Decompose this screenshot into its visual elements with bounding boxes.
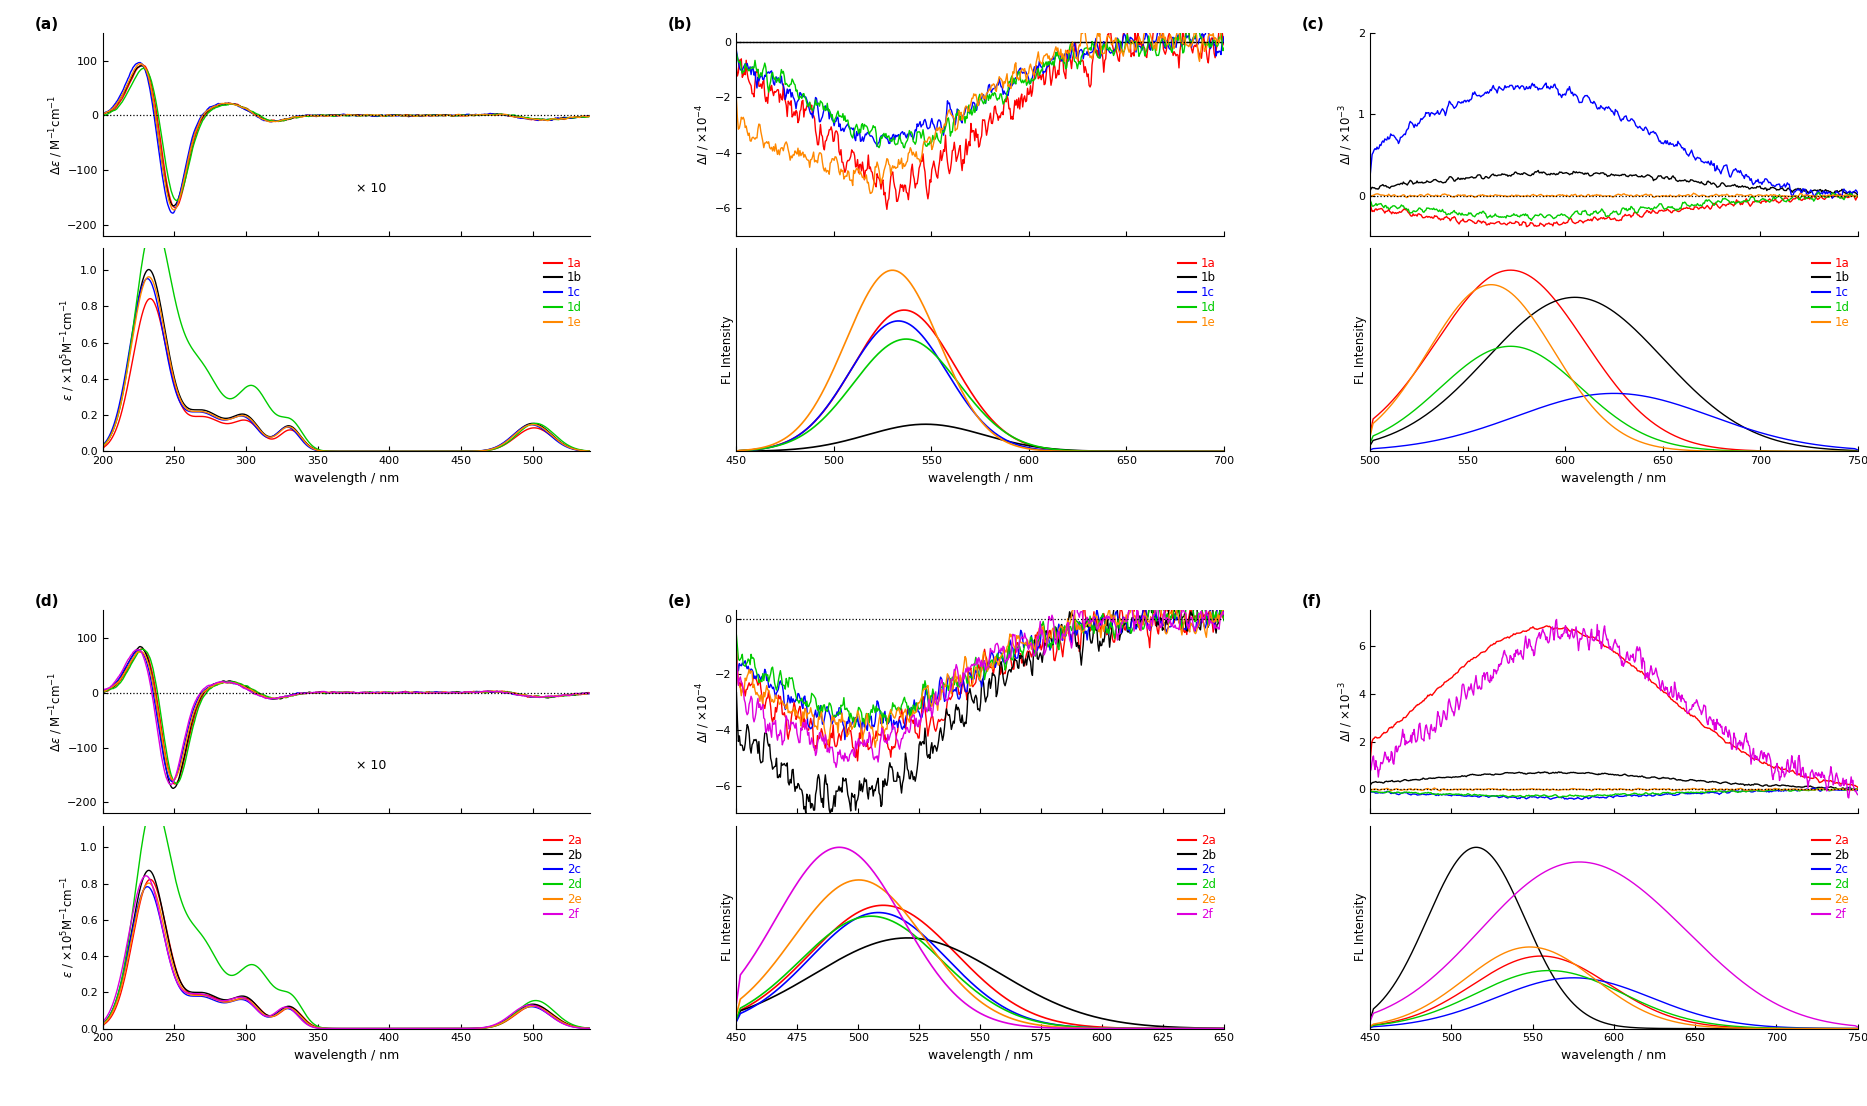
Legend: 2a, 2b, 2c, 2d, 2e, 2f: 2a, 2b, 2c, 2d, 2e, 2f	[541, 832, 584, 924]
Text: (a): (a)	[34, 17, 58, 32]
Legend: 2a, 2b, 2c, 2d, 2e, 2f: 2a, 2b, 2c, 2d, 2e, 2f	[1809, 832, 1852, 924]
X-axis label: wavelength / nm: wavelength / nm	[293, 1048, 400, 1062]
X-axis label: wavelength / nm: wavelength / nm	[928, 1048, 1032, 1062]
Y-axis label: $\Delta\varepsilon$ / M$^{-1}$cm$^{-1}$: $\Delta\varepsilon$ / M$^{-1}$cm$^{-1}$	[47, 671, 65, 752]
Text: × 10: × 10	[357, 759, 386, 772]
Y-axis label: $\Delta I$ / $\times$10$^{-4}$: $\Delta I$ / $\times$10$^{-4}$	[695, 681, 713, 742]
X-axis label: wavelength / nm: wavelength / nm	[293, 472, 400, 484]
Text: (d): (d)	[34, 594, 60, 609]
Text: (c): (c)	[1301, 17, 1326, 32]
Y-axis label: FL Intensity: FL Intensity	[1354, 315, 1367, 384]
Y-axis label: $\Delta I$ / $\times$10$^{-4}$: $\Delta I$ / $\times$10$^{-4}$	[695, 104, 713, 166]
Text: (b): (b)	[668, 17, 693, 32]
Legend: 2a, 2b, 2c, 2d, 2e, 2f: 2a, 2b, 2c, 2d, 2e, 2f	[1176, 832, 1217, 924]
Legend: 1a, 1b, 1c, 1d, 1e: 1a, 1b, 1c, 1d, 1e	[1809, 254, 1852, 331]
Y-axis label: FL Intensity: FL Intensity	[1354, 893, 1367, 961]
X-axis label: wavelength / nm: wavelength / nm	[1561, 472, 1667, 484]
X-axis label: wavelength / nm: wavelength / nm	[1561, 1048, 1667, 1062]
Text: (e): (e)	[668, 594, 693, 609]
X-axis label: wavelength / nm: wavelength / nm	[928, 472, 1032, 484]
Y-axis label: FL Intensity: FL Intensity	[721, 315, 734, 384]
Legend: 1a, 1b, 1c, 1d, 1e: 1a, 1b, 1c, 1d, 1e	[541, 254, 584, 331]
Text: × 10: × 10	[357, 181, 386, 195]
Y-axis label: FL Intensity: FL Intensity	[721, 893, 734, 961]
Y-axis label: $\Delta I$ / $\times$10$^{-3}$: $\Delta I$ / $\times$10$^{-3}$	[1339, 681, 1355, 742]
Y-axis label: $\Delta\varepsilon$ / M$^{-1}$cm$^{-1}$: $\Delta\varepsilon$ / M$^{-1}$cm$^{-1}$	[47, 95, 65, 175]
Legend: 1a, 1b, 1c, 1d, 1e: 1a, 1b, 1c, 1d, 1e	[1176, 254, 1217, 331]
Y-axis label: $\Delta I$ / $\times$10$^{-3}$: $\Delta I$ / $\times$10$^{-3}$	[1339, 104, 1355, 165]
Y-axis label: $\varepsilon$ / $\times$10$^5$M$^{-1}$cm$^{-1}$: $\varepsilon$ / $\times$10$^5$M$^{-1}$cm…	[60, 876, 77, 979]
Y-axis label: $\varepsilon$ / $\times$10$^5$M$^{-1}$cm$^{-1}$: $\varepsilon$ / $\times$10$^5$M$^{-1}$cm…	[60, 299, 77, 401]
Text: (f): (f)	[1301, 594, 1322, 609]
